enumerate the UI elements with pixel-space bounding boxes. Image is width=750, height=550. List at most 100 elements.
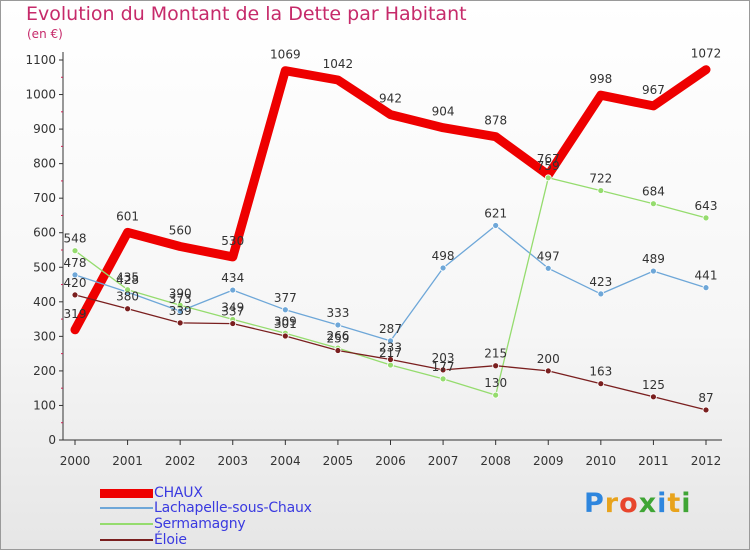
y-tick-label: 600 [33, 226, 56, 240]
legend-label: CHAUX [154, 485, 203, 501]
x-tick-label: 2005 [323, 454, 354, 468]
y-tick-label: 400 [33, 295, 56, 309]
x-tick-label: 2007 [428, 454, 459, 468]
data-label: 684 [642, 185, 665, 199]
chart-subtitle: (en €) [27, 27, 63, 41]
data-label: 233 [379, 341, 402, 355]
data-label: 489 [642, 252, 665, 266]
data-point [71, 247, 79, 255]
y-tick-label: 200 [33, 364, 56, 378]
data-point [439, 375, 447, 383]
x-tick-label: 2004 [270, 454, 301, 468]
data-label: 203 [432, 351, 455, 365]
data-label: 287 [379, 322, 402, 336]
data-point [71, 291, 79, 299]
data-point [124, 286, 131, 294]
data-label: 530 [221, 234, 244, 248]
y-tick-label: 800 [33, 157, 56, 171]
legend-swatch [100, 523, 153, 525]
data-point [492, 362, 500, 370]
data-label: 215 [484, 347, 507, 361]
data-label: 560 [169, 224, 192, 238]
legend-item: Sermamagny [100, 516, 246, 532]
data-label: 420 [64, 276, 87, 290]
data-label: 266 [326, 329, 349, 343]
data-label: 130 [484, 376, 507, 390]
legend-label: Sermamagny [154, 516, 246, 532]
data-point [492, 222, 500, 229]
data-point [387, 356, 394, 363]
data-label: 621 [484, 206, 507, 220]
data-label: 333 [326, 306, 349, 320]
data-point [229, 320, 237, 327]
data-point [544, 264, 552, 272]
logo-letter: r [604, 488, 620, 519]
y-tick-label: 100 [33, 398, 56, 412]
data-label: 478 [64, 256, 87, 270]
data-label: 498 [432, 249, 455, 263]
data-label: 301 [274, 317, 297, 331]
data-label: 967 [642, 83, 665, 97]
y-tick-label: 1100 [25, 53, 56, 67]
data-label: 177 [432, 360, 455, 374]
data-label: 377 [274, 291, 297, 305]
proxiti-logo: Proxiti [584, 488, 692, 519]
data-label: 423 [589, 275, 612, 289]
data-label: 435 [116, 271, 139, 285]
data-label: 1072 [691, 47, 722, 61]
data-point [334, 347, 342, 354]
data-label: 339 [169, 304, 192, 318]
x-tick-label: 2000 [60, 454, 91, 468]
x-tick-label: 2008 [480, 454, 511, 468]
y-tick-label: 0 [48, 433, 56, 447]
data-label: 759 [537, 159, 560, 173]
data-point [71, 271, 79, 279]
data-label: 380 [116, 290, 139, 304]
data-label: 373 [169, 292, 192, 306]
x-tick-label: 2012 [691, 454, 722, 468]
data-point [439, 366, 447, 374]
legend-item: Éloie [100, 532, 187, 548]
x-tick-label: 2001 [112, 454, 143, 468]
data-label: 767 [537, 152, 560, 166]
data-label: 643 [695, 199, 718, 213]
data-label: 1042 [323, 57, 354, 71]
legend-swatch [100, 539, 153, 541]
data-label: 349 [221, 300, 244, 314]
data-point [281, 332, 289, 340]
y-tick-label: 700 [33, 191, 56, 205]
data-point [597, 187, 605, 194]
x-tick-label: 2011 [638, 454, 669, 468]
legend-item: CHAUX [100, 485, 203, 501]
data-point [387, 337, 394, 345]
data-label: 428 [116, 273, 139, 287]
data-label: 309 [274, 314, 297, 328]
logo-letter: P [584, 488, 605, 519]
data-point [702, 214, 710, 222]
data-point [544, 367, 552, 375]
x-tick-label: 2003 [217, 454, 248, 468]
legend-label: Éloie [154, 532, 187, 548]
x-tick-label: 2009 [533, 454, 564, 468]
data-label: 942 [379, 92, 402, 106]
data-point [650, 200, 657, 208]
data-label: 217 [379, 346, 402, 360]
legend-swatch [100, 488, 153, 498]
data-label: 998 [589, 72, 612, 86]
series-layer [70, 65, 711, 414]
data-point [650, 393, 657, 401]
data-point [176, 319, 184, 327]
data-label: 163 [589, 365, 612, 379]
data-label: 601 [116, 209, 139, 223]
data-point [492, 391, 500, 399]
x-tick-label: 2006 [375, 454, 406, 468]
chart-axes: 0 100 200 300 400 500 600 700 800 900 1000 1100 2000… [25, 52, 722, 468]
logo-letter: x [638, 488, 658, 519]
logo-letter: o [619, 488, 639, 519]
y-tick-label: 900 [33, 122, 56, 136]
data-point [597, 290, 605, 298]
y-tick-label: 500 [33, 260, 56, 274]
y-tick-label: 300 [33, 329, 56, 343]
